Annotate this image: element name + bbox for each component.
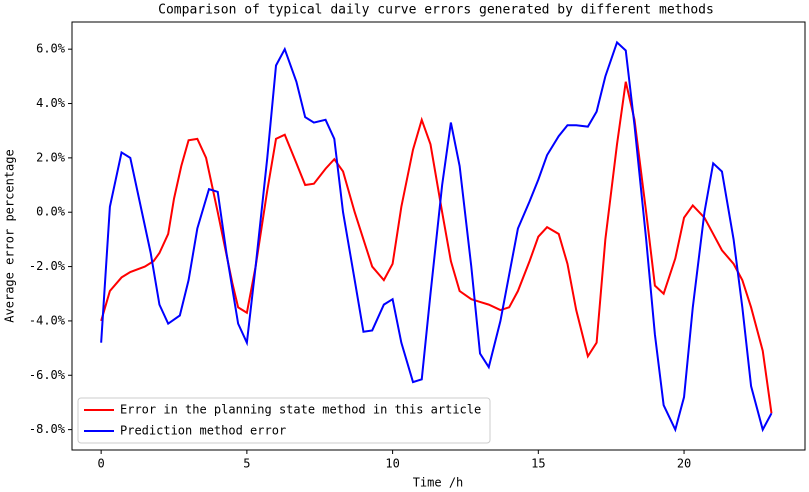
x-tick-label: 15 bbox=[531, 457, 545, 471]
legend-box bbox=[77, 397, 491, 444]
y-tick-label: -4.0% bbox=[29, 313, 66, 327]
chart-title: Comparison of typical daily curve errors… bbox=[158, 3, 714, 18]
x-tick-label: 10 bbox=[385, 457, 399, 471]
y-tick-label: -2.0% bbox=[29, 259, 66, 273]
legend-label: Prediction method error bbox=[120, 424, 286, 438]
x-tick-label: 5 bbox=[243, 457, 250, 471]
y-tick-label: 2.0% bbox=[36, 150, 66, 164]
line-series bbox=[100, 81, 773, 414]
y-tick-label: 4.0% bbox=[36, 96, 66, 110]
x-tick-label: 20 bbox=[677, 457, 691, 471]
y-tick-label: -8.0% bbox=[29, 422, 66, 436]
y-tick-label: 6.0% bbox=[36, 42, 66, 56]
x-axis-label: Time /h bbox=[413, 476, 464, 490]
x-tick-label: 0 bbox=[98, 457, 105, 471]
plot-frame bbox=[71, 21, 806, 451]
line-series bbox=[100, 40, 773, 433]
y-axis-label: Average error percentage bbox=[3, 149, 17, 322]
y-tick-label: -6.0% bbox=[29, 368, 66, 382]
y-tick-label: 0.0% bbox=[36, 205, 66, 219]
legend-label: Error in the planning state method in th… bbox=[120, 403, 481, 417]
